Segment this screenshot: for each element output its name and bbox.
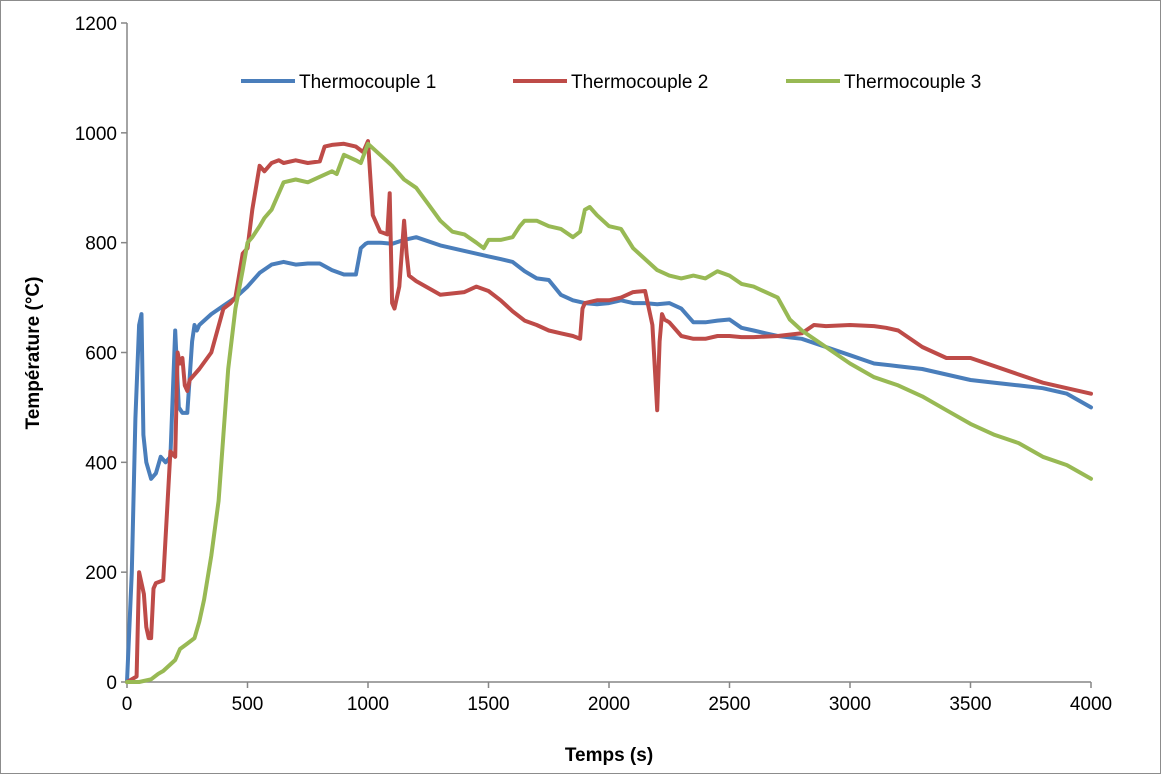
x-tick-label: 2500 bbox=[708, 694, 750, 715]
y-tick-label: 1000 bbox=[75, 124, 117, 145]
x-tick-label: 500 bbox=[232, 694, 264, 715]
y-axis-ticks: 0 200 400 600 800 1000 1200 bbox=[75, 14, 127, 694]
legend: Thermocouple 1 Thermocouple 2 Thermocouple… bbox=[241, 72, 981, 93]
legend-item-thermocouple-2: Thermocouple 2 bbox=[513, 72, 708, 93]
x-tick-label: 4000 bbox=[1070, 694, 1112, 715]
y-tick-label: 600 bbox=[85, 344, 117, 365]
legend-label: Thermocouple 3 bbox=[844, 72, 981, 93]
series-lines bbox=[125, 139, 1093, 684]
x-axis-title: Temps (s) bbox=[565, 745, 653, 766]
series-line-thermocouple-2 bbox=[125, 139, 1093, 684]
x-tick-label: 2000 bbox=[588, 694, 630, 715]
legend-item-thermocouple-3: Thermocouple 3 bbox=[786, 72, 981, 93]
x-tick-label: 3000 bbox=[829, 694, 871, 715]
y-tick-label: 1200 bbox=[75, 14, 117, 35]
x-tick-label: 1000 bbox=[347, 694, 389, 715]
legend-label: Thermocouple 1 bbox=[299, 72, 436, 93]
x-tick-label: 3500 bbox=[949, 694, 991, 715]
y-tick-label: 0 bbox=[106, 673, 117, 694]
x-axis-ticks: 0 500 1000 1500 2000 2500 3000 3500 4000 bbox=[122, 682, 1112, 715]
y-axis-title: Température (°C) bbox=[23, 277, 44, 430]
x-tick-label: 0 bbox=[122, 694, 133, 715]
y-tick-label: 400 bbox=[85, 453, 117, 474]
y-tick-label: 800 bbox=[85, 234, 117, 255]
series-line-thermocouple-3 bbox=[125, 141, 1093, 684]
y-tick-label: 200 bbox=[85, 563, 117, 584]
legend-label: Thermocouple 2 bbox=[571, 72, 708, 93]
legend-item-thermocouple-1: Thermocouple 1 bbox=[241, 72, 436, 93]
x-tick-label: 1500 bbox=[467, 694, 509, 715]
series-line-thermocouple-1 bbox=[125, 235, 1093, 684]
plot-area: 0 500 1000 1500 2000 2500 3000 3500 4000 0 200 400… bbox=[75, 14, 1112, 715]
